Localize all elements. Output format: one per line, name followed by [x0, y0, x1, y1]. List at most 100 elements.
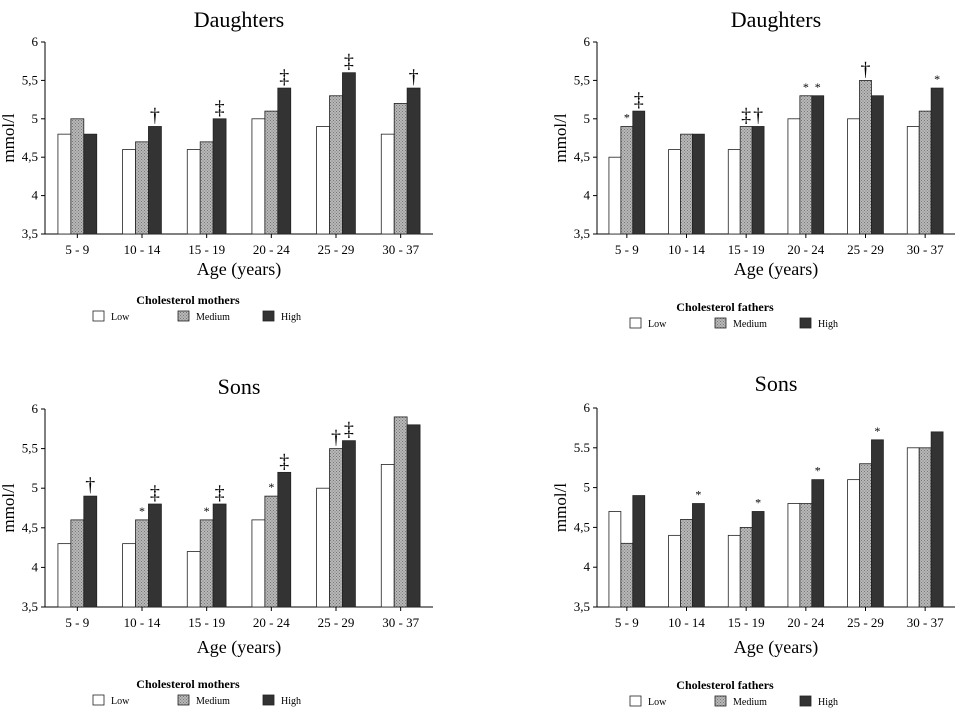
- legend-label-medium: Medium: [733, 697, 767, 708]
- bar-low-5: [906, 447, 920, 608]
- y-tick-label: 6: [584, 400, 591, 415]
- bar-medium-1: [135, 519, 149, 608]
- y-tick-label: 3,5: [574, 599, 590, 614]
- x-tick-label: 20 - 24: [787, 615, 824, 630]
- legend: Cholesterol mothers Low Medium High: [92, 293, 301, 323]
- legend-label-low: Low: [111, 312, 130, 323]
- significance-marker: †: [409, 66, 419, 88]
- x-tick-label: 5 - 9: [65, 242, 89, 257]
- chart-title: Sons: [218, 374, 261, 399]
- bar-low-0: [608, 156, 622, 235]
- y-tick-label: 6: [32, 401, 39, 416]
- bar-low-0: [608, 511, 622, 608]
- bar-medium-4: [859, 80, 872, 235]
- y-tick-label: 5: [584, 111, 591, 126]
- y-tick-label: 4,5: [574, 149, 590, 164]
- significance-marker: *: [139, 504, 145, 518]
- significance-marker: †: [150, 104, 160, 126]
- chart-title: Daughters: [194, 7, 284, 32]
- bar-medium-1: [135, 141, 149, 235]
- y-axis-label: mmol/l: [551, 113, 570, 162]
- x-tick-label: 30 - 37: [907, 615, 944, 630]
- bar-low-4: [847, 479, 860, 608]
- legend: Cholesterol fathers Low Medium High: [629, 300, 838, 330]
- y-tick-label: 5,5: [22, 72, 38, 87]
- x-axis-label: Age (years): [734, 259, 818, 280]
- significance-marker: *: [874, 424, 880, 438]
- bar-low-2: [186, 551, 201, 608]
- legend-label-medium: Medium: [196, 312, 230, 323]
- significance-marker: *: [755, 495, 761, 509]
- significance-marker: *: [934, 72, 940, 86]
- legend-label-high: High: [281, 312, 301, 323]
- bar-high-5: [406, 424, 421, 608]
- x-tick-label: 10 - 14: [124, 615, 161, 630]
- bar-high-0: [83, 495, 98, 608]
- significance-marker: *: [803, 80, 809, 94]
- legend-title: Cholesterol fathers: [676, 300, 774, 314]
- bar-high-1: [148, 503, 162, 608]
- x-tick-label: 10 - 14: [668, 615, 705, 630]
- x-tick-label: 15 - 19: [188, 242, 225, 257]
- x-tick-label: 30 - 37: [382, 242, 419, 257]
- x-axis-label: Age (years): [197, 259, 281, 280]
- legend-swatch-high: [799, 695, 812, 707]
- x-axis-label: Age (years): [197, 637, 281, 658]
- y-axis-label: mmol/l: [0, 113, 18, 162]
- bar-medium-4: [859, 463, 872, 608]
- significance-marker: †: [85, 474, 95, 496]
- bar-low-1: [668, 534, 681, 608]
- y-tick-label: 5,5: [22, 441, 38, 456]
- x-tick-label: 25 - 29: [318, 242, 355, 257]
- significance-marker: †: [753, 104, 763, 126]
- bar-low-0: [57, 543, 72, 608]
- significance-marker: ‡: [279, 66, 289, 88]
- bar-low-4: [316, 126, 330, 235]
- chart-title: Sons: [755, 371, 798, 396]
- y-tick-label: 4,5: [22, 520, 38, 535]
- bar-medium-3: [264, 495, 279, 608]
- bar-high-4: [871, 95, 884, 235]
- significance-marker: ‡: [344, 51, 354, 73]
- bar-medium-5: [393, 103, 408, 235]
- bar-high-5: [406, 87, 421, 235]
- bar-high-3: [277, 471, 292, 608]
- bar-high-2: [212, 503, 227, 608]
- legend-swatch-high: [262, 694, 275, 706]
- legend-label-high: High: [818, 697, 838, 708]
- y-tick-label: 3,5: [22, 599, 38, 614]
- bar-low-4: [316, 487, 330, 608]
- y-tick-label: 4: [32, 559, 39, 574]
- bar-medium-4: [329, 95, 343, 235]
- bar-high-2: [212, 118, 227, 235]
- legend-swatch-low: [629, 695, 642, 707]
- legend-title: Cholesterol mothers: [136, 293, 240, 307]
- bar-medium-3: [799, 95, 813, 235]
- x-tick-label: 15 - 19: [728, 615, 765, 630]
- x-tick-label: 25 - 29: [847, 615, 884, 630]
- y-tick-label: 4: [584, 559, 591, 574]
- legend-label-low: Low: [111, 696, 130, 707]
- legend-swatch-low: [629, 317, 642, 329]
- x-axis-label: Age (years): [734, 637, 818, 658]
- significance-marker: *: [815, 80, 821, 94]
- significance-marker: †: [331, 427, 341, 449]
- legend-label-low: Low: [648, 319, 667, 330]
- bar-low-3: [251, 519, 266, 608]
- bar-high-5: [930, 431, 944, 608]
- bar-high-4: [871, 439, 884, 608]
- legend-label-high: High: [818, 319, 838, 330]
- x-tick-label: 10 - 14: [668, 242, 705, 257]
- significance-marker: ‡: [279, 450, 289, 472]
- bar-high-4: [342, 72, 356, 235]
- legend-title: Cholesterol mothers: [136, 677, 240, 691]
- bar-low-3: [787, 503, 801, 608]
- y-tick-label: 5,5: [574, 72, 590, 87]
- bar-medium-2: [199, 141, 214, 235]
- x-tick-label: 20 - 24: [253, 615, 290, 630]
- x-tick-label: 15 - 19: [728, 242, 765, 257]
- bar-medium-1: [680, 133, 693, 235]
- bar-high-3: [811, 95, 825, 235]
- significance-marker: *: [204, 504, 210, 518]
- bar-high-3: [277, 87, 292, 235]
